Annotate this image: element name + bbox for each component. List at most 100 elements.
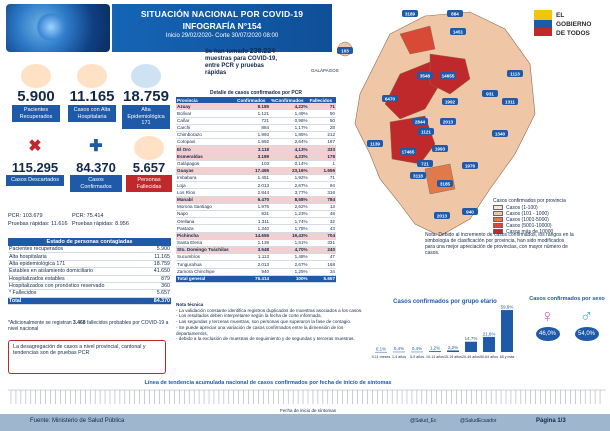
table-cell: 1.340 xyxy=(236,224,271,233)
table-cell: 2,64% xyxy=(270,138,309,147)
map-label-bg xyxy=(432,145,448,152)
table-cell: 43 xyxy=(308,224,336,233)
table-row: Sto. Domingo Tsáchilas 3.548 4,70% 240 xyxy=(176,246,336,255)
table-cell: 1,25% xyxy=(270,268,309,276)
table-cell: 14.655 xyxy=(236,232,271,240)
table-row: Imbabura 1.451 1,92% 71 xyxy=(176,174,336,183)
legend-item: Casos (1001-5000) xyxy=(493,217,568,223)
age-bar xyxy=(375,351,387,353)
table-cell: Galápagos xyxy=(176,160,237,168)
table-cell: 13 xyxy=(308,203,336,212)
map-label-bg xyxy=(462,162,478,169)
table-cell: Guayas xyxy=(176,167,237,176)
map-label-bg xyxy=(440,118,456,125)
table-row: Total general 75.414 100% 5.657 xyxy=(176,275,336,283)
person-icon xyxy=(134,136,164,160)
table-cell: Imbabura xyxy=(176,174,237,183)
table-cell: 168 xyxy=(308,260,336,269)
header: SITUACIÓN NACIONAL POR COVID-19 INFOGRAF… xyxy=(0,0,610,56)
table-cell: 71 xyxy=(308,174,336,183)
map-label: 721 xyxy=(421,162,429,167)
map-label: 14655 xyxy=(442,74,455,79)
table-cell: 5.657 xyxy=(308,275,336,283)
table-cell: Morona Santiago xyxy=(176,203,237,212)
table-cell: 8,58% xyxy=(270,196,309,204)
age-bar xyxy=(483,336,495,352)
map-label: 1340 xyxy=(495,132,506,137)
page-number: Página 1/3 xyxy=(536,418,566,424)
map-label: 1992 xyxy=(445,100,456,105)
table-row: Galápagos 103 0,14% 1 xyxy=(176,160,336,168)
status-row: Hospitalizados estables 879 xyxy=(8,275,171,283)
note-line: - Los resultados deben interpretarse seg… xyxy=(176,313,322,319)
table-cell: El Oro xyxy=(176,145,237,154)
table-cell: 2.013 xyxy=(236,260,271,269)
note-line: - debido a la exclusión de muestras de s… xyxy=(176,336,355,342)
status-row: * Fallecidos 5.657 xyxy=(8,290,171,298)
table-cell: Bolívar xyxy=(176,109,237,118)
trend-title: Línea de tendencia acumulada nacional de… xyxy=(145,380,392,386)
map-label: 2013 xyxy=(437,214,448,219)
house-icon xyxy=(131,64,161,88)
map-label-bg xyxy=(382,95,398,102)
table-cell: 100% xyxy=(270,275,309,283)
date-range: Inicio 29/02/2020- Corte 30/07/2020 08:0… xyxy=(165,33,279,39)
age-category-label: 65 y más xyxy=(500,355,515,359)
table-cell: 704 xyxy=(308,232,336,240)
map-legend: Casos confirmados por provincia Casos (1… xyxy=(493,198,568,235)
male-icon: ♂ xyxy=(579,306,594,326)
table-cell: Esmeraldas xyxy=(176,153,237,161)
social-link-2[interactable]: @SaludEcuador xyxy=(460,418,497,424)
status-row: Total 84.370 xyxy=(8,297,171,305)
table-cell: 784 xyxy=(308,196,336,204)
table-cell: 23,16% xyxy=(270,167,309,176)
age-bar xyxy=(429,351,441,352)
table-cell: 212 xyxy=(308,131,336,140)
table-row: Pichincha 14.655 19,43% 704 xyxy=(176,232,336,240)
age-bar-label: 14,7% xyxy=(465,336,478,341)
table-cell: 1.993 xyxy=(236,131,271,140)
status-row: Alta hospitalaria 11.165 xyxy=(8,253,171,261)
table-row: Guayas 17.465 23,16% 1.656 xyxy=(176,167,336,176)
tests-banner: Se han tomado 238.224 muestras para COVI… xyxy=(205,48,278,76)
status-row: Pacientes recuperados 5.900 xyxy=(8,246,171,254)
age-category-label: 5-9 años xyxy=(410,355,424,359)
status-row: Alta epidemiológica 171 18.759 xyxy=(8,260,171,269)
status-row: Hospitalizados con pronóstico reservado 3… xyxy=(8,283,171,291)
table-cell: Pichincha xyxy=(176,232,237,240)
table-cell: 1 xyxy=(308,160,336,168)
table-row: Pastaza 1.340 1,78% 43 xyxy=(176,224,336,233)
table-row: El Oro 3.118 4,13% 333 xyxy=(176,145,336,154)
table-row: Morona Santiago 1.976 2,62% 13 xyxy=(176,203,336,212)
age-category-label: 50-64 años xyxy=(480,355,498,359)
map-label-bg xyxy=(417,72,433,79)
age-bar-label: 59,9% xyxy=(501,305,514,310)
page-title: SITUACIÓN NACIONAL POR COVID-19 xyxy=(140,9,304,19)
map-label: 1113 xyxy=(510,72,520,77)
map-label-bg xyxy=(437,180,453,187)
table-row: Santa Elena 1.139 1,51% 331 xyxy=(176,239,336,247)
social-link-1[interactable]: @Salud_Ec xyxy=(410,418,437,424)
table-cell: Azuay xyxy=(176,103,237,111)
table-cell: 167 xyxy=(308,138,336,147)
table-cell: 34 xyxy=(308,268,336,276)
government-logo: EL GOBIERNO DE TODOS xyxy=(532,6,606,46)
person-icon xyxy=(21,64,51,88)
table-row: Carchi 884 1,17% 28 xyxy=(176,124,336,132)
table-cell: 1,92% xyxy=(270,174,309,183)
gender-panel: Casos confirmados por sexo ♀ 46,0% ♂ 54,… xyxy=(528,296,606,362)
stat-confirmed: ✚ 84.370 Casos Confirmados xyxy=(70,136,122,193)
table-cell: 1.976 xyxy=(236,203,271,212)
map-label-bg xyxy=(402,10,418,17)
table-cell: 240 xyxy=(308,246,336,255)
age-bar-label: 0,4% xyxy=(412,346,422,351)
table-row: Los Ríos 2.844 3,77% 316 xyxy=(176,188,336,197)
deceased-note: *Adicionalmente se registran 3.468 falle… xyxy=(8,320,169,332)
column-header: Fallecidos xyxy=(308,97,336,104)
table-cell: 940 xyxy=(236,268,271,276)
table-cell: 4,70% xyxy=(270,246,309,255)
cross-icon: ✖ xyxy=(20,136,50,160)
table-row: Cañar 721 0,96% 50 xyxy=(176,117,336,125)
table-cell: 1,74% xyxy=(270,217,309,226)
map-label: 17465 xyxy=(402,150,415,155)
